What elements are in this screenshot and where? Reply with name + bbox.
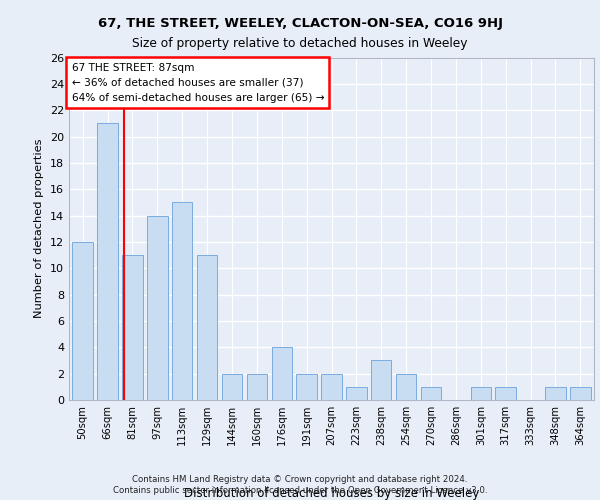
Bar (122, 255, 143, 400)
Bar (172, 202, 193, 400)
Bar (421, 387, 441, 400)
Bar (496, 387, 516, 400)
Bar (396, 374, 416, 400)
Bar (73, 242, 93, 400)
Y-axis label: Number of detached properties: Number of detached properties (34, 139, 44, 318)
Text: Contains public sector information licensed under the Open Government Licence v3: Contains public sector information licen… (113, 486, 487, 495)
Bar (321, 374, 342, 400)
Bar (371, 360, 391, 400)
X-axis label: Distribution of detached houses by size in Weeley: Distribution of detached houses by size … (184, 487, 479, 500)
Text: Contains HM Land Registry data © Crown copyright and database right 2024.: Contains HM Land Registry data © Crown c… (132, 475, 468, 484)
Bar (197, 255, 217, 400)
Bar (570, 387, 590, 400)
Text: Size of property relative to detached houses in Weeley: Size of property relative to detached ho… (132, 38, 468, 51)
Text: 67 THE STREET: 87sqm
← 36% of detached houses are smaller (37)
64% of semi-detac: 67 THE STREET: 87sqm ← 36% of detached h… (71, 62, 324, 103)
Bar (470, 387, 491, 400)
Bar (296, 374, 317, 400)
Bar (346, 387, 367, 400)
Bar (247, 374, 267, 400)
Bar (272, 348, 292, 400)
Text: 67, THE STREET, WEELEY, CLACTON-ON-SEA, CO16 9HJ: 67, THE STREET, WEELEY, CLACTON-ON-SEA, … (97, 18, 503, 30)
Bar (545, 387, 566, 400)
Bar (222, 374, 242, 400)
Bar (97, 124, 118, 400)
Bar (147, 216, 167, 400)
